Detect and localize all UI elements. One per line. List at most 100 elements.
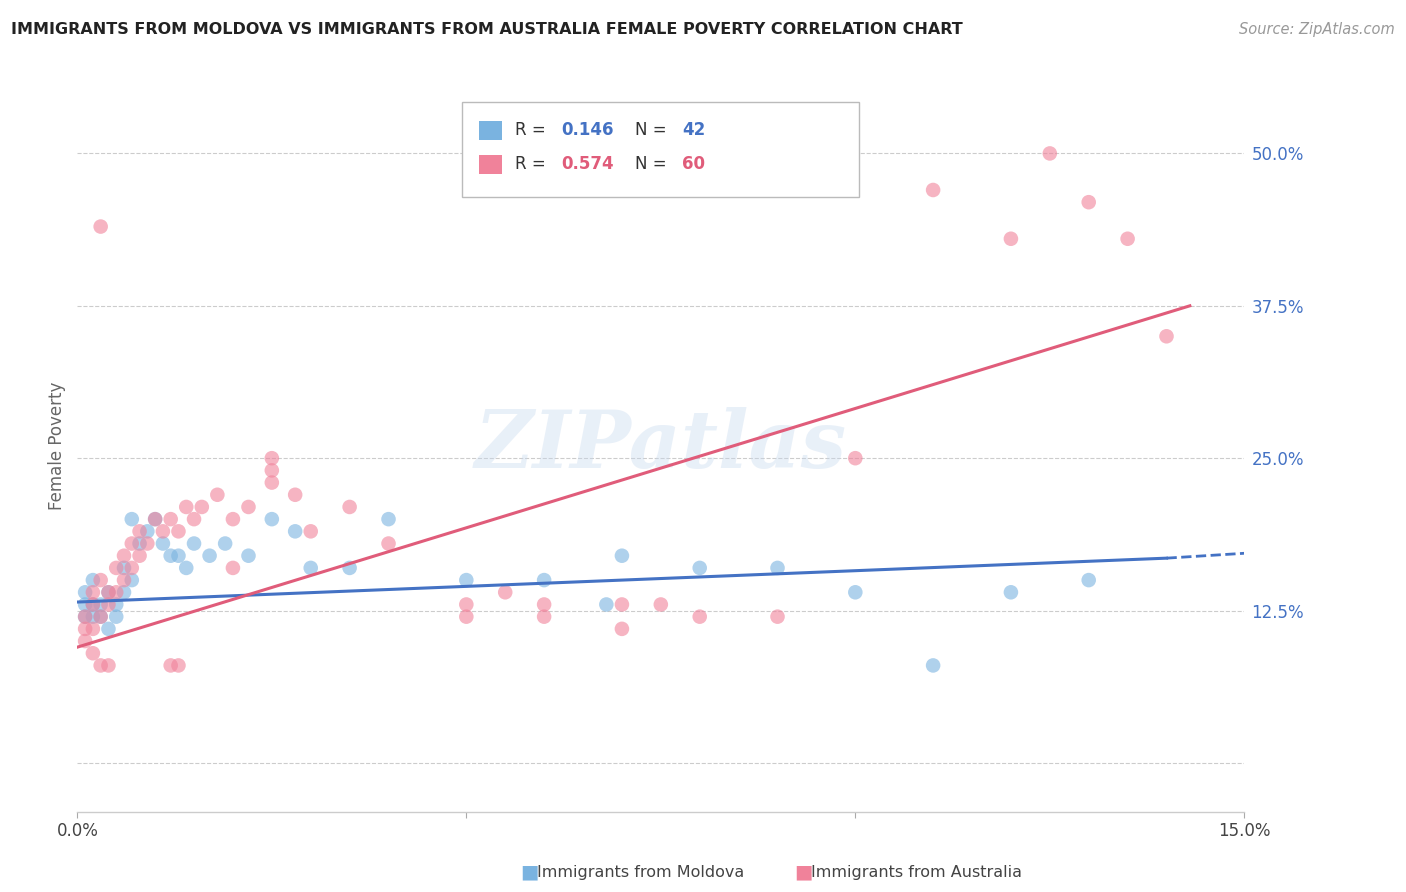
Text: ZIPatlas: ZIPatlas <box>475 408 846 484</box>
Point <box>97 598 120 612</box>
Point <box>97 585 120 599</box>
Text: Source: ZipAtlas.com: Source: ZipAtlas.com <box>1239 22 1395 37</box>
Point <box>299 561 322 575</box>
Point <box>1077 195 1099 210</box>
Point <box>159 658 181 673</box>
Point <box>82 598 104 612</box>
Point <box>494 585 516 599</box>
Point <box>284 488 307 502</box>
Point <box>222 512 245 526</box>
Point <box>90 609 112 624</box>
Point <box>595 598 617 612</box>
Point <box>167 658 190 673</box>
Point <box>238 500 260 514</box>
Point <box>1039 146 1062 161</box>
Point <box>75 598 97 612</box>
Point <box>112 573 135 587</box>
Point <box>299 524 322 539</box>
Point <box>922 183 945 197</box>
Text: Immigrants from Moldova: Immigrants from Moldova <box>537 865 744 880</box>
Point <box>260 475 283 490</box>
Point <box>191 500 214 514</box>
Point <box>198 549 221 563</box>
Point <box>105 561 128 575</box>
FancyBboxPatch shape <box>463 103 859 197</box>
Point <box>97 658 120 673</box>
Point <box>456 573 478 587</box>
Point <box>260 463 283 477</box>
Point <box>260 451 283 466</box>
Point <box>90 219 112 234</box>
Point <box>1116 232 1139 246</box>
Point <box>339 561 361 575</box>
Point <box>159 549 181 563</box>
Point <box>82 622 104 636</box>
Point <box>82 609 104 624</box>
Point <box>97 622 120 636</box>
FancyBboxPatch shape <box>479 155 502 174</box>
Point <box>105 598 128 612</box>
Point <box>167 524 190 539</box>
Point <box>128 524 150 539</box>
Point <box>105 609 128 624</box>
Point <box>75 622 97 636</box>
Point <box>121 561 143 575</box>
Point <box>533 609 555 624</box>
Point <box>105 585 128 599</box>
Text: N =: N = <box>636 121 672 139</box>
Text: N =: N = <box>636 155 672 173</box>
Point <box>174 561 197 575</box>
Point <box>456 598 478 612</box>
Text: R =: R = <box>515 155 551 173</box>
Point <box>90 573 112 587</box>
Point <box>143 512 166 526</box>
Point <box>159 512 181 526</box>
Point <box>610 598 633 612</box>
Point <box>766 561 789 575</box>
Point <box>183 536 205 550</box>
Point <box>82 646 104 660</box>
Text: 0.146: 0.146 <box>561 121 614 139</box>
Point <box>75 609 97 624</box>
Point <box>533 598 555 612</box>
Point <box>260 512 283 526</box>
Point <box>75 634 97 648</box>
Point <box>456 609 478 624</box>
Point <box>97 585 120 599</box>
Point <box>128 536 150 550</box>
Text: 42: 42 <box>682 121 704 139</box>
Text: ■: ■ <box>520 863 538 882</box>
Point <box>377 512 399 526</box>
Point <box>284 524 307 539</box>
Point <box>533 573 555 587</box>
Text: R =: R = <box>515 121 551 139</box>
Point <box>1000 232 1022 246</box>
Point <box>650 598 672 612</box>
FancyBboxPatch shape <box>479 121 502 139</box>
Point <box>1000 585 1022 599</box>
Point <box>112 549 135 563</box>
Point <box>82 573 104 587</box>
Point <box>689 609 711 624</box>
Point <box>75 585 97 599</box>
Point <box>844 585 866 599</box>
Point <box>610 549 633 563</box>
Point <box>112 561 135 575</box>
Point <box>610 622 633 636</box>
Point <box>214 536 236 550</box>
Text: 60: 60 <box>682 155 704 173</box>
Text: 0.574: 0.574 <box>561 155 614 173</box>
Point <box>121 536 143 550</box>
Point <box>922 658 945 673</box>
Point <box>75 609 97 624</box>
Point <box>844 451 866 466</box>
Text: ■: ■ <box>794 863 813 882</box>
Point <box>90 598 112 612</box>
Point <box>121 573 143 587</box>
Point <box>1156 329 1178 343</box>
Point <box>152 524 174 539</box>
Point <box>689 561 711 575</box>
Point <box>167 549 190 563</box>
Point <box>90 658 112 673</box>
Point <box>90 609 112 624</box>
